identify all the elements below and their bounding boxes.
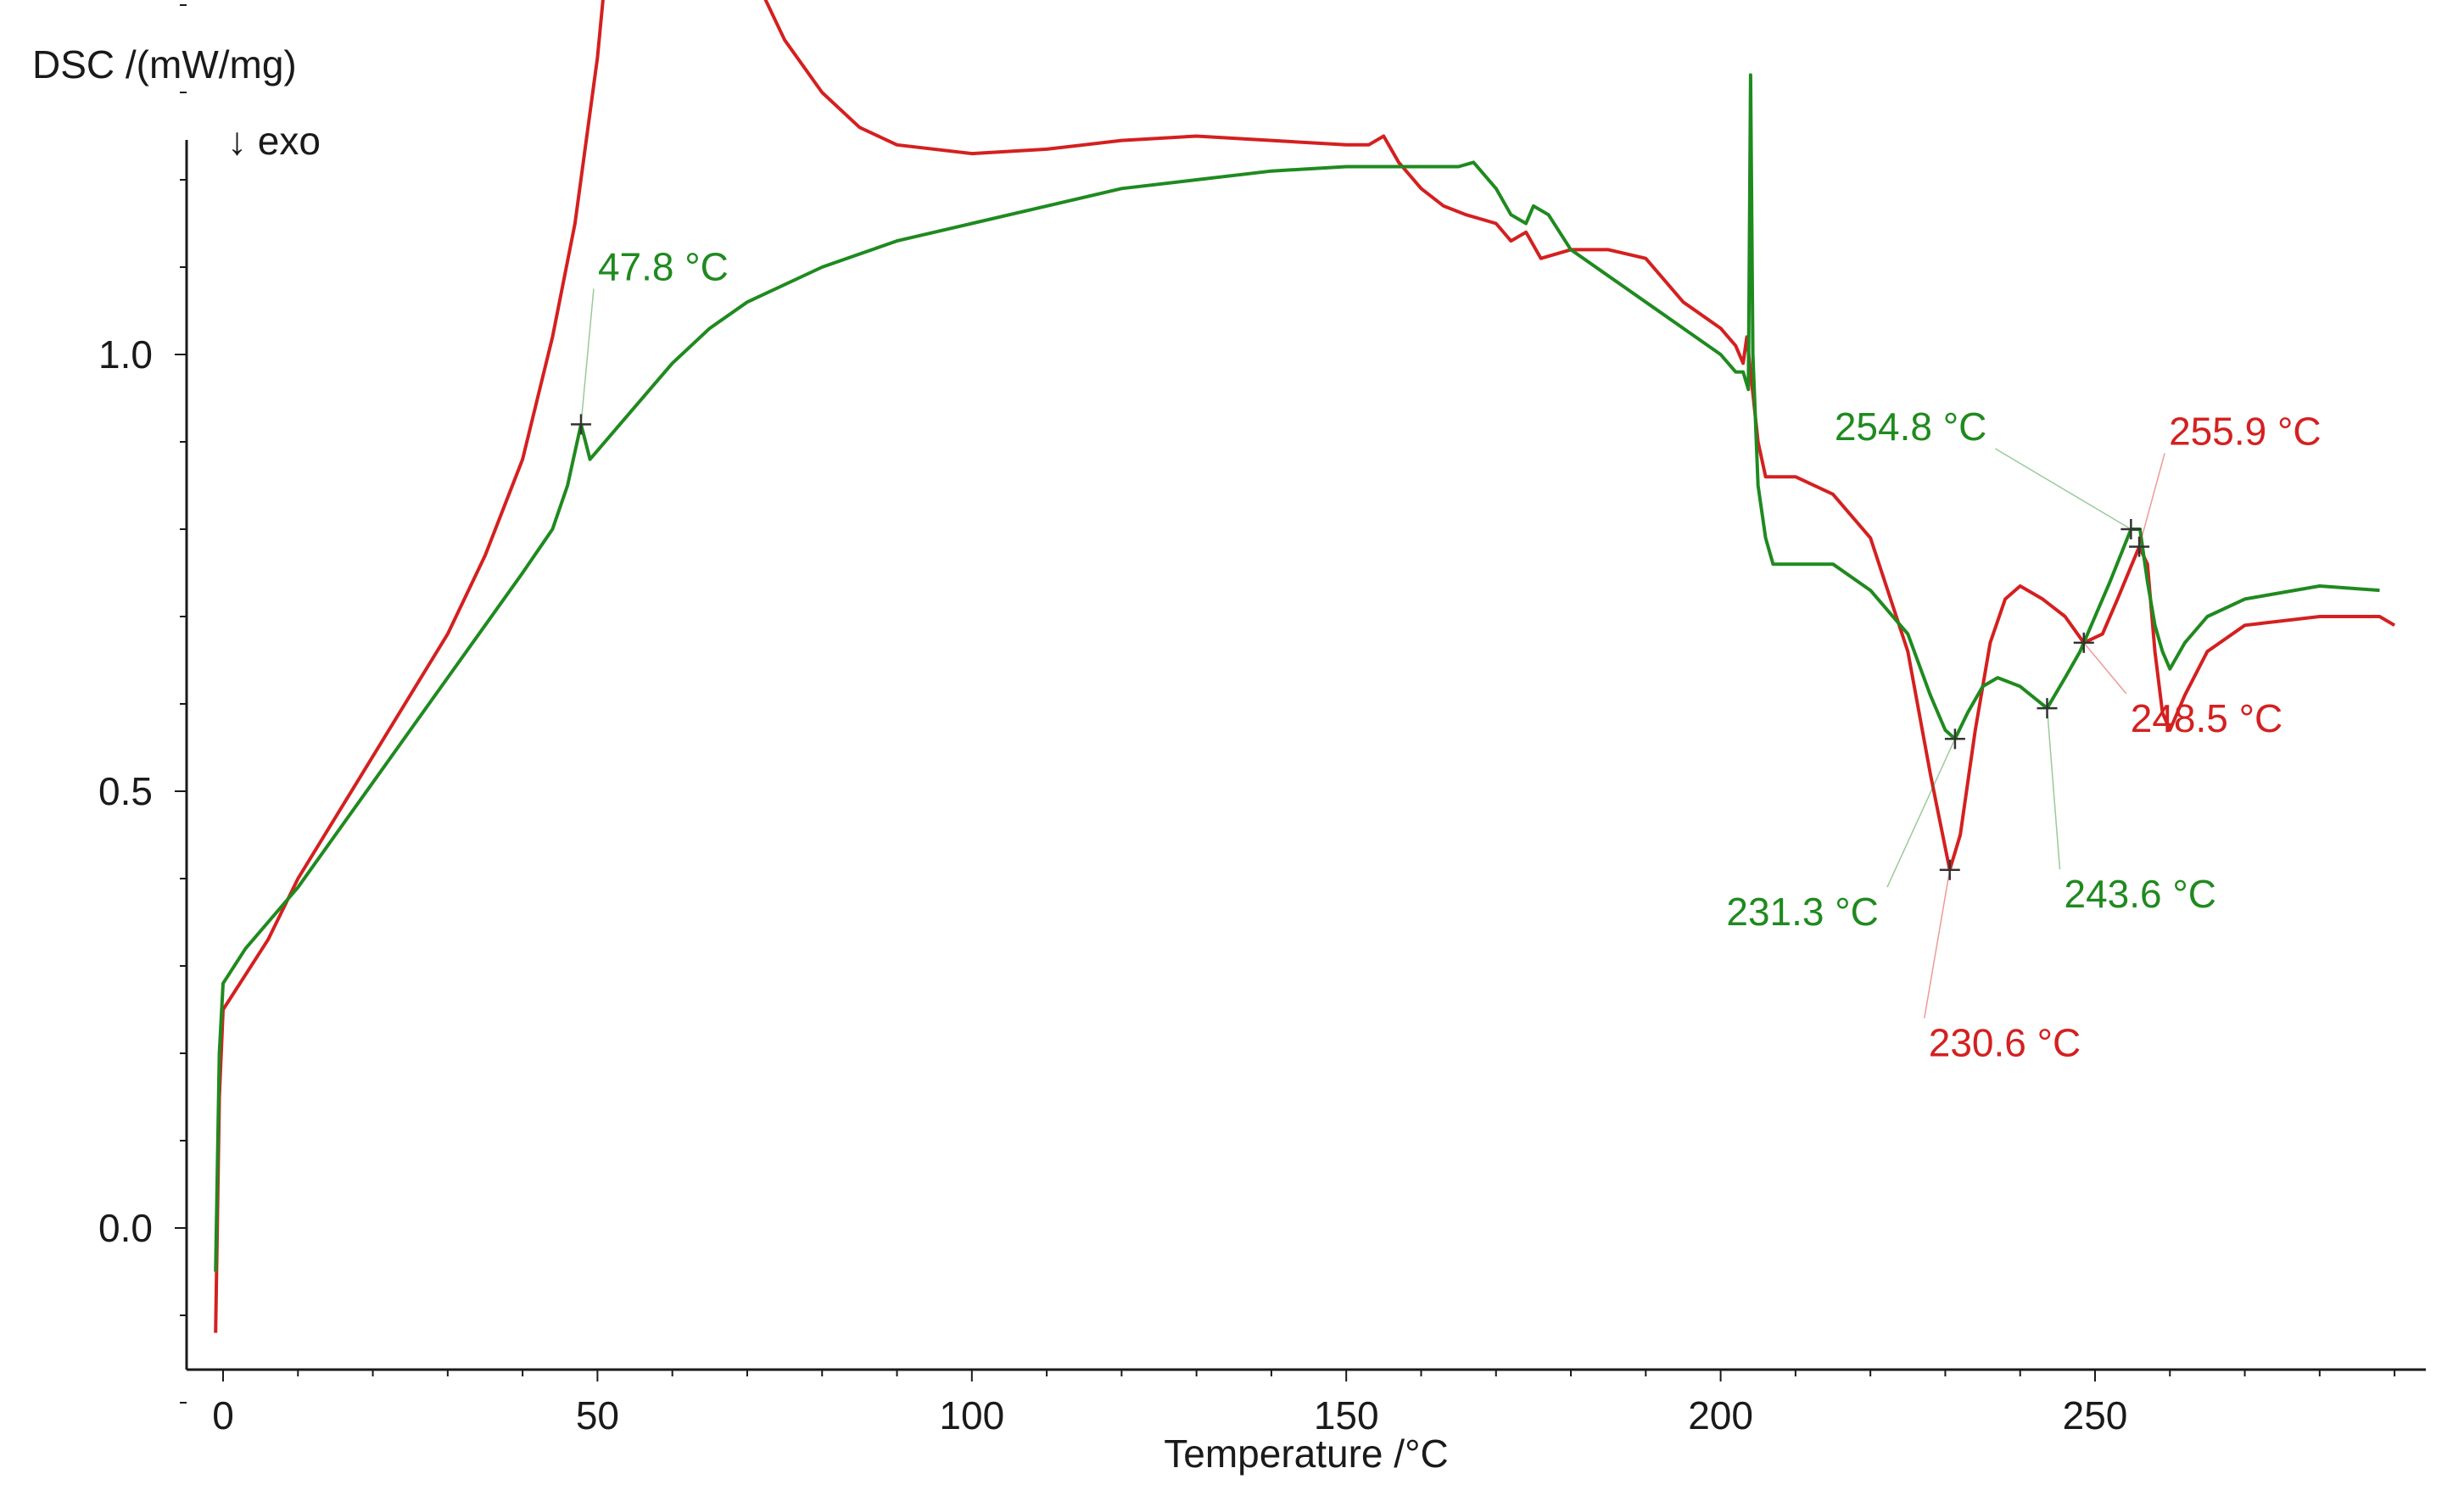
x-axis-label: Temperature /°C: [1164, 1432, 1448, 1476]
series-line-green: [214, 73, 2380, 1272]
x-tick-label: 200: [1688, 1393, 1753, 1437]
x-tick-label: 150: [1314, 1393, 1379, 1437]
annotation-marker: [2037, 698, 2058, 719]
annotation-label: 231.3 °C: [1726, 890, 1879, 934]
annotation-leader-line: [1994, 448, 2132, 530]
annotation-label: 248.5 °C: [2131, 696, 2283, 740]
y-tick-label: 0.5: [98, 769, 153, 813]
x-tick-label: 250: [2063, 1393, 2128, 1437]
y-tick-label: 0.0: [98, 1206, 153, 1250]
annotation-marker: [2120, 519, 2142, 539]
annotation-label: 243.6 °C: [2065, 872, 2217, 916]
annotation-label: 47.8 °C: [598, 244, 729, 288]
x-tick-label: 50: [576, 1393, 619, 1437]
exo-direction-note: ↓ exo: [227, 119, 321, 163]
annotation-marker: [2129, 536, 2150, 557]
annotation-marker: [1944, 728, 1965, 750]
annotation-label: 255.9 °C: [2169, 410, 2322, 454]
annotation-leader-line: [1923, 869, 1951, 1019]
annotation-leader-line: [2046, 708, 2061, 870]
y-ticks: 0.00.51.01.5: [98, 4, 187, 1404]
y-tick-label: 1.0: [98, 332, 153, 377]
series-line-red: [214, 0, 2396, 1333]
annotation-marker: [2073, 632, 2094, 653]
annotation-label: 230.6 °C: [1929, 1021, 2081, 1065]
series-layer: [214, 0, 2396, 1333]
annotation-leader-line: [580, 288, 595, 425]
annotation-leader-line: [2083, 642, 2127, 695]
annotation-marker: [1939, 859, 1960, 880]
y-axis-label: DSC /(mW/mg): [32, 42, 297, 87]
annotation-leader-line: [1886, 738, 1956, 888]
x-tick-label: 0: [212, 1393, 234, 1437]
annotation-marker: [570, 414, 591, 435]
annotation-label: 254.8 °C: [1835, 405, 1987, 449]
x-ticks: 0 50 100 150 200 250: [212, 1370, 2396, 1437]
x-tick-label: 100: [939, 1393, 1004, 1437]
annotation-leader-line: [2138, 453, 2165, 547]
